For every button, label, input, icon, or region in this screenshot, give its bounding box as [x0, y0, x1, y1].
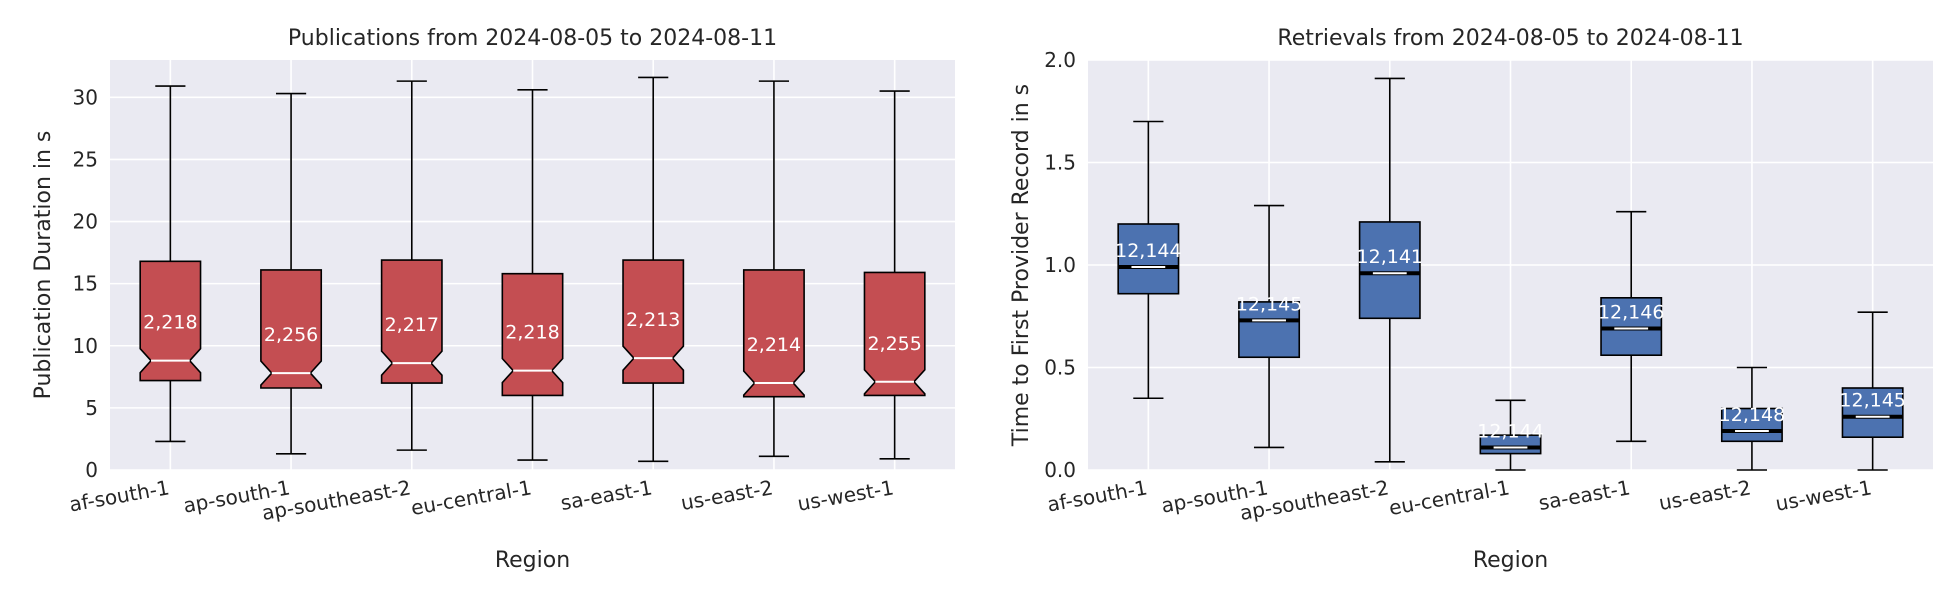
box	[1117, 223, 1180, 295]
count-label: 2,213	[626, 309, 680, 331]
count-label: 12,144	[1115, 240, 1181, 262]
x-tick-label: us-east-2	[679, 475, 775, 515]
box	[1358, 221, 1421, 320]
count-label: 12,148	[1719, 404, 1785, 426]
count-label: 12,144	[1477, 420, 1543, 442]
count-label: 2,218	[505, 322, 559, 344]
x-tick-label: us-west-1	[796, 475, 896, 516]
y-axis-label: Time to First Provider Record in s	[1009, 84, 1034, 447]
x-tick-label: sa-east-1	[559, 475, 654, 515]
x-tick-label: eu-central-1	[409, 475, 533, 520]
y-tick-label: 1.5	[1044, 151, 1076, 175]
count-label: 2,218	[143, 312, 197, 334]
x-axis-label: Region	[495, 548, 570, 573]
box	[260, 269, 323, 389]
x-axis-label: Region	[1473, 548, 1548, 573]
count-label: 2,255	[867, 333, 921, 355]
x-tick-label: us-east-2	[1657, 475, 1753, 515]
x-tick-label: sa-east-1	[1537, 475, 1632, 515]
y-tick-label: 0.5	[1044, 356, 1076, 380]
chart-retrievals: 0.00.51.01.52.012,144af-south-112,145ap-…	[1009, 26, 1933, 573]
y-tick-label: 0	[85, 458, 98, 482]
chart-publications: 0510152025302,218af-south-12,256ap-south…	[31, 26, 955, 573]
y-tick-label: 2.0	[1044, 48, 1076, 72]
box	[501, 272, 564, 397]
y-tick-label: 25	[73, 147, 98, 171]
count-label: 2,217	[385, 314, 439, 336]
x-tick-label: af-south-1	[67, 475, 171, 516]
y-tick-label: 20	[73, 210, 98, 234]
box	[1841, 387, 1904, 439]
box	[742, 269, 805, 398]
y-tick-label: 30	[73, 85, 98, 109]
y-tick-label: 0.0	[1044, 458, 1076, 482]
count-label: 2,256	[264, 324, 318, 346]
x-tick-label: us-west-1	[1774, 475, 1874, 516]
x-tick-label: eu-central-1	[1387, 475, 1511, 520]
chart-title: Publications from 2024-08-05 to 2024-08-…	[288, 26, 777, 51]
y-tick-label: 1.0	[1044, 253, 1076, 277]
y-tick-label: 5	[85, 396, 98, 420]
box	[139, 260, 202, 382]
y-tick-label: 15	[73, 272, 98, 296]
count-label: 2,214	[747, 334, 801, 356]
box	[380, 259, 443, 384]
box	[1238, 301, 1301, 359]
box	[622, 259, 685, 384]
count-label: 12,146	[1598, 302, 1664, 324]
box	[1720, 407, 1783, 443]
count-label: 12,145	[1236, 293, 1302, 315]
count-label: 12,141	[1357, 246, 1423, 268]
y-tick-label: 10	[73, 334, 98, 358]
y-axis-label: Publication Duration in s	[31, 131, 56, 400]
box	[1600, 296, 1663, 356]
count-label: 12,145	[1839, 390, 1905, 412]
chart-title: Retrievals from 2024-08-05 to 2024-08-11	[1277, 26, 1743, 51]
box	[863, 271, 926, 397]
